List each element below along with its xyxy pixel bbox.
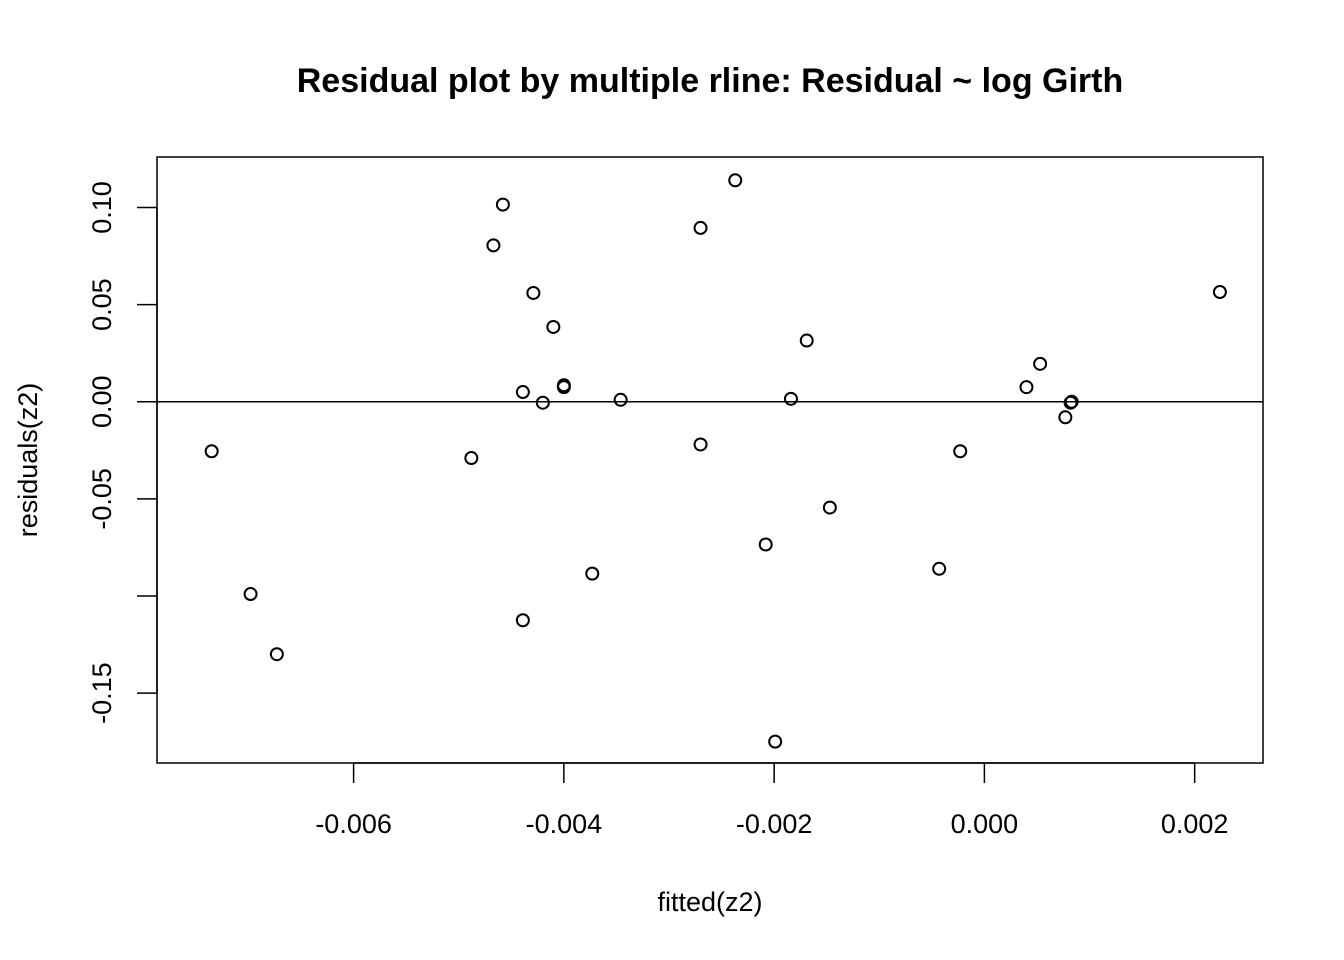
data-point: [585, 566, 600, 581]
data-point: [535, 395, 550, 410]
chart-title: Residual plot by multiple rline: Residua…: [297, 62, 1124, 100]
data-point: [546, 319, 561, 334]
x-tick-label: 0.000: [951, 809, 1019, 839]
data-point: [1019, 380, 1034, 395]
data-point: [515, 385, 530, 400]
data-point: [495, 197, 510, 212]
y-tick-label: -0.15: [87, 662, 117, 724]
data-point: [269, 647, 284, 662]
y-axis-label: residuals(z2): [13, 383, 43, 538]
y-tick-label: -0.05: [87, 468, 117, 530]
data-point: [486, 238, 501, 253]
x-axis: -0.006 -0.004 -0.002 0.000 0.002: [315, 762, 1229, 839]
data-point: [464, 451, 479, 466]
data-point: [204, 444, 219, 459]
x-axis-label: fitted(z2): [657, 887, 762, 917]
data-point: [1058, 410, 1073, 425]
data-point: [822, 500, 837, 515]
y-axis: -0.15 -0.05 0.00 0.05 0.10: [87, 181, 158, 724]
plot-frame: [156, 156, 1264, 764]
data-point: [1033, 356, 1048, 371]
data-point: [953, 444, 968, 459]
data-point: [693, 220, 708, 235]
data-points: [204, 173, 1227, 749]
y-tick-label: 0.00: [87, 375, 117, 428]
data-point: [1064, 394, 1079, 409]
data-point: [693, 437, 708, 452]
y-tick-label: 0.10: [87, 181, 117, 234]
data-point: [243, 587, 258, 602]
data-point: [768, 734, 783, 749]
data-point: [783, 391, 798, 406]
data-point: [613, 392, 628, 407]
data-point: [799, 333, 814, 348]
x-tick-label: 0.002: [1161, 809, 1229, 839]
data-point: [932, 561, 947, 576]
x-tick-label: -0.006: [315, 809, 392, 839]
data-point: [728, 173, 743, 188]
data-point: [515, 613, 530, 628]
x-tick-label: -0.004: [526, 809, 603, 839]
data-point: [1212, 284, 1227, 299]
x-tick-label: -0.002: [736, 809, 813, 839]
data-point: [758, 537, 773, 552]
data-point: [526, 285, 541, 300]
data-point: [556, 380, 571, 395]
y-tick-label: 0.05: [87, 278, 117, 331]
